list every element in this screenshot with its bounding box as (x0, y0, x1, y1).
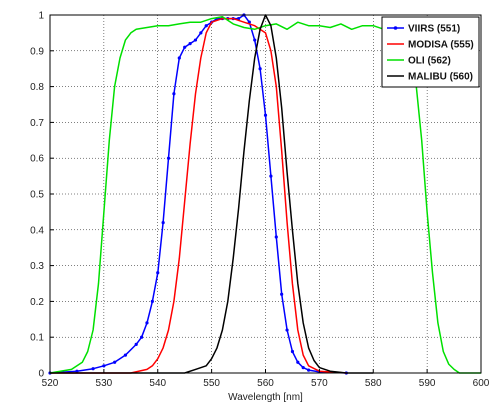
series-point (280, 292, 284, 296)
x-tick-label: 580 (365, 378, 382, 389)
y-tick-label: 0.6 (30, 154, 44, 165)
x-tick-label: 540 (149, 378, 166, 389)
x-tick-label: 550 (203, 378, 220, 389)
y-tick-label: 0.4 (30, 225, 44, 236)
x-tick-label: 570 (311, 378, 328, 389)
series-point (177, 56, 181, 60)
y-tick-label: 0.1 (30, 333, 44, 344)
series-point (307, 368, 311, 372)
series-point (253, 38, 257, 42)
series-point (258, 67, 262, 71)
series-point (274, 235, 278, 239)
series-point (188, 42, 192, 46)
x-tick-label: 520 (42, 378, 59, 389)
y-tick-label: 1 (38, 11, 44, 22)
y-tick-label: 0.8 (30, 82, 44, 93)
series-point (150, 299, 154, 303)
series-point (113, 360, 117, 364)
series-point (193, 38, 198, 42)
series-point (285, 328, 289, 332)
series-point (269, 174, 273, 178)
x-tick-label: 590 (419, 378, 436, 389)
x-axis-title: Wavelength [nm] (228, 392, 303, 403)
legend-marker (393, 26, 398, 30)
legend-entry: MALIBU (560) (408, 72, 473, 83)
series-point (145, 321, 149, 325)
y-tick-label: 0 (38, 369, 44, 380)
x-tick-label: 560 (257, 378, 274, 389)
series-point (134, 342, 138, 346)
x-tick-label: 600 (473, 378, 490, 389)
series-point (161, 221, 165, 225)
series-point (204, 24, 208, 28)
legend-entry: VIIRS (551) (408, 24, 460, 35)
series-point (166, 156, 171, 160)
x-tick-label: 530 (96, 378, 113, 389)
series-point (290, 349, 295, 354)
series-line-3 (50, 14, 374, 374)
series-point (75, 369, 79, 373)
series-point (263, 113, 268, 117)
series-point (102, 364, 106, 368)
series-point (296, 360, 300, 364)
series-point (91, 367, 95, 371)
series-point (183, 45, 187, 49)
y-tick-label: 0.7 (30, 118, 44, 129)
series-line-1 (50, 17, 347, 374)
y-tick-label: 0.2 (30, 297, 44, 308)
series-point (123, 353, 128, 357)
y-tick-label: 0.9 (30, 46, 44, 57)
series-point (156, 271, 160, 275)
legend: VIIRS (551) MODISA (555) OLI (562) MALIBU (… (381, 16, 480, 88)
series-point (301, 366, 305, 370)
y-tick-label: 0.5 (30, 190, 44, 201)
series-point (172, 92, 176, 96)
legend-entry: OLI (562) (408, 56, 451, 67)
series-point (139, 335, 144, 339)
series-lines (48, 13, 481, 375)
y-tick-label: 0.3 (30, 261, 44, 272)
legend-entry: MODISA (555) (408, 40, 474, 51)
axis-ticks: 520 530 540 550 560 570 580 590 600 0 0.1 0.2 0.3 0.4… (30, 11, 490, 390)
series-point (199, 31, 203, 35)
